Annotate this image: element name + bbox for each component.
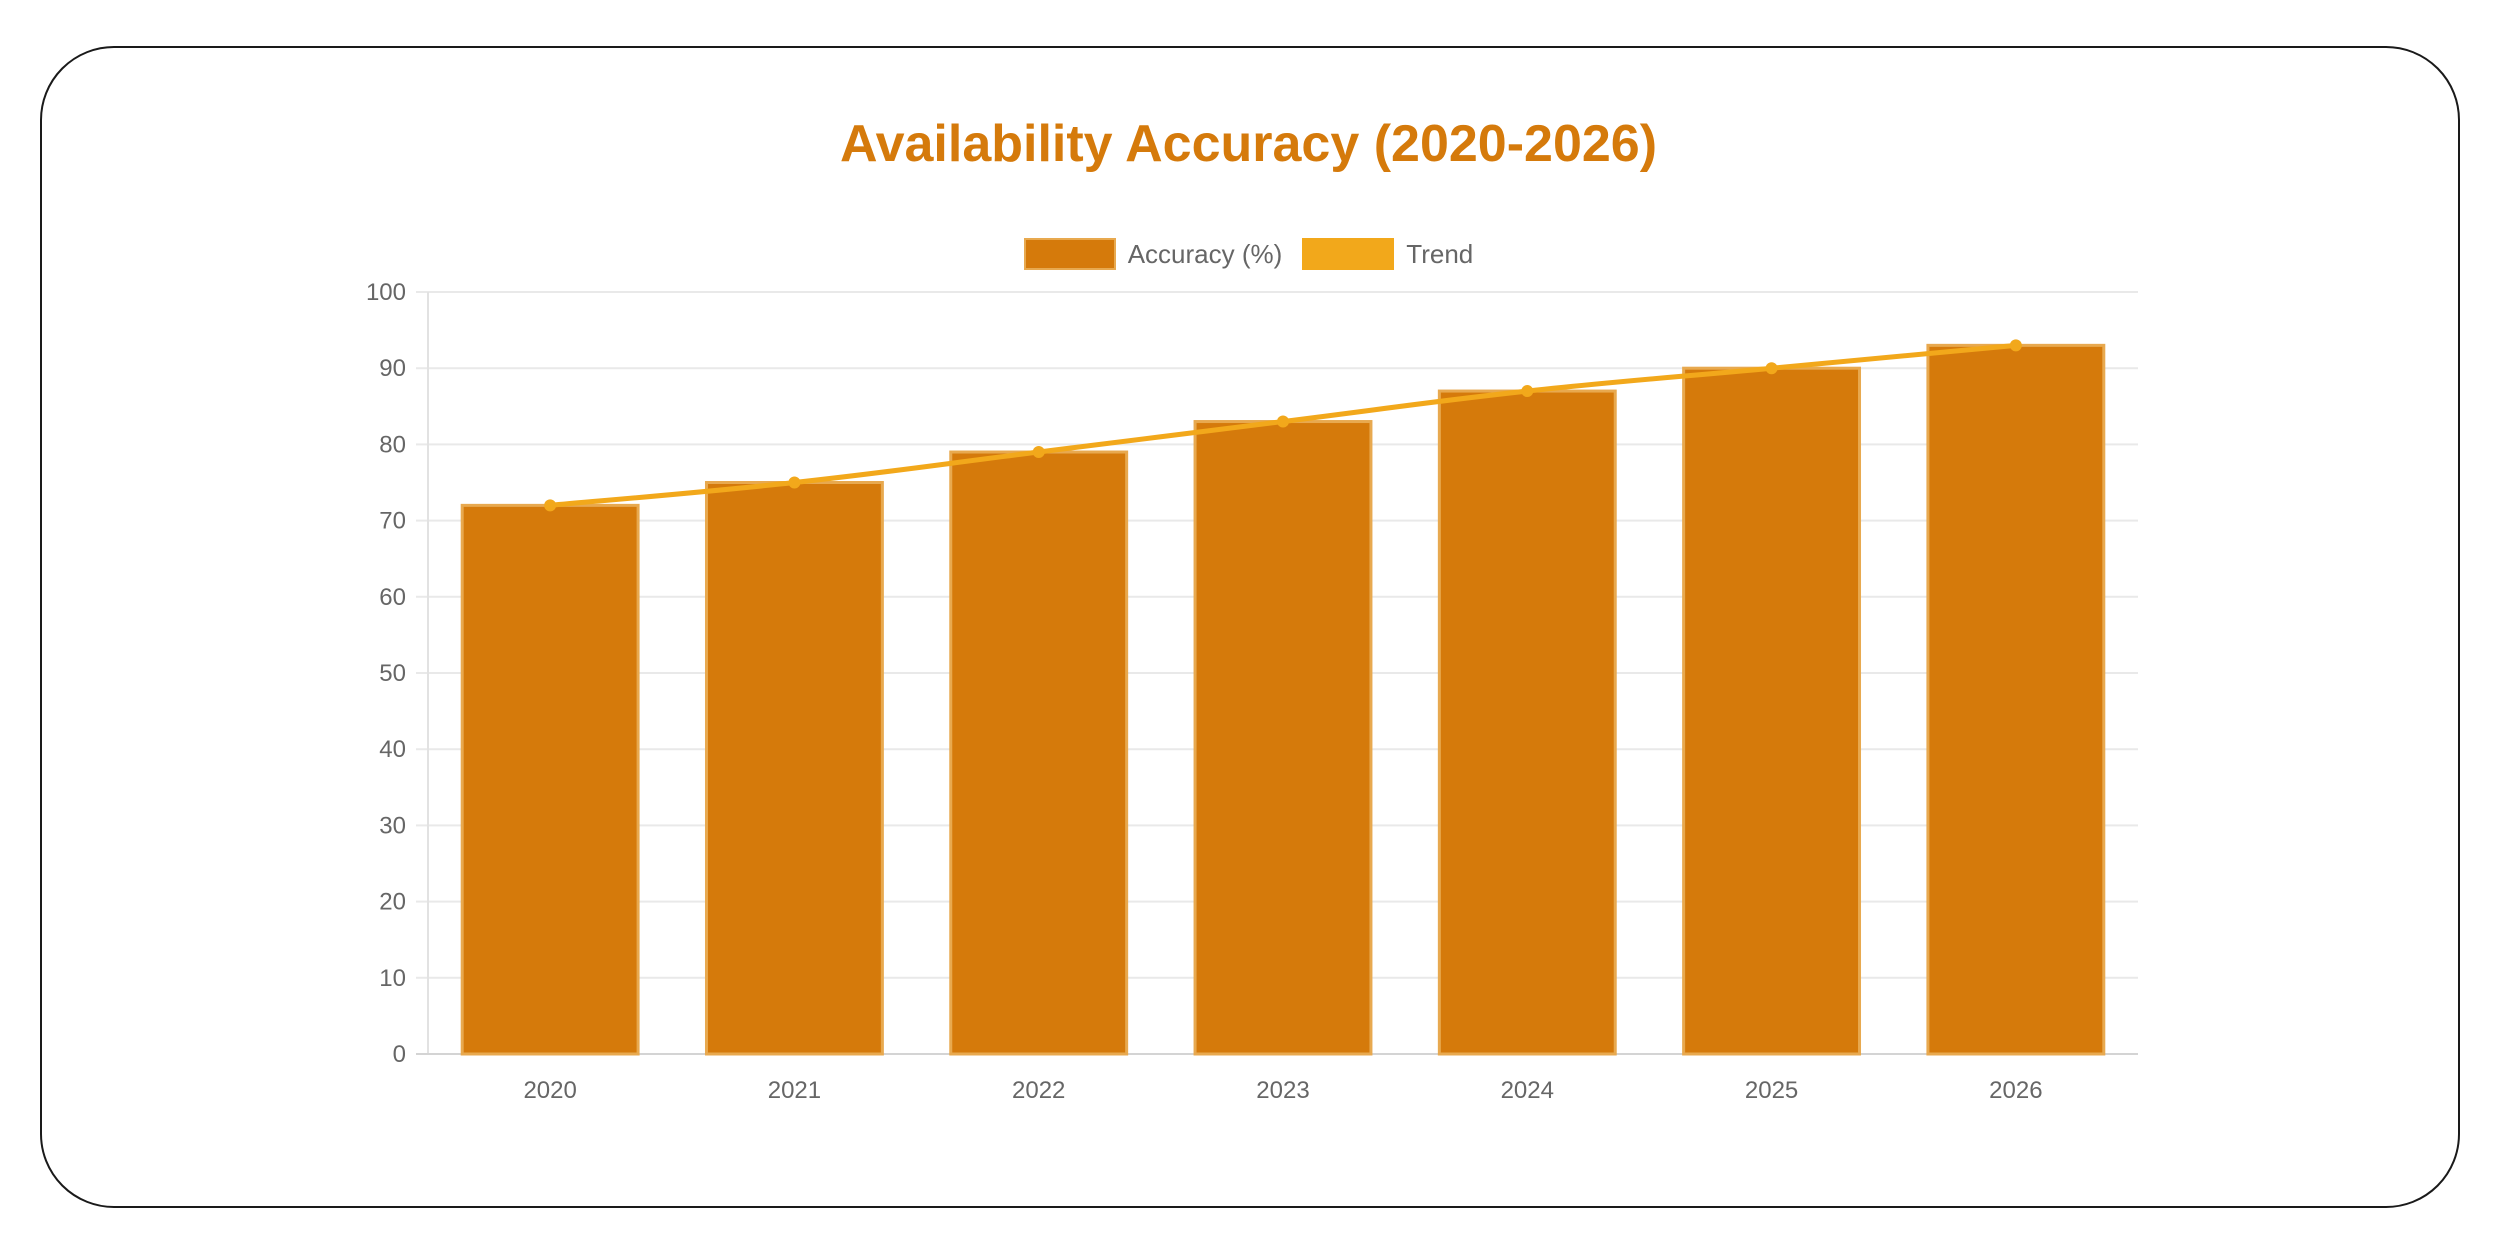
legend-label-trend: Trend xyxy=(1406,238,1474,269)
x-tick-label: 2022 xyxy=(1012,1077,1065,1104)
trend-point xyxy=(788,476,801,489)
trend-point xyxy=(1032,446,1045,459)
trend-points xyxy=(544,339,2022,512)
legend-item-accuracy[interactable]: Accuracy (%) xyxy=(1023,238,1283,270)
bar xyxy=(1193,420,1373,1056)
x-axis-ticks: 2020 2021 2022 2023 2024 2025 2026 xyxy=(523,1077,2042,1104)
x-tick-label: 2025 xyxy=(1745,1077,1798,1104)
y-tick-label: 100 xyxy=(366,279,406,306)
y-tick-label: 20 xyxy=(379,889,406,916)
x-tick-label: 2026 xyxy=(1989,1077,2042,1104)
bar xyxy=(1682,366,1862,1056)
y-axis-ticks: 0 10 20 30 40 50 60 70 80 90 100 xyxy=(366,279,406,1068)
y-tick-label: 40 xyxy=(379,736,406,763)
y-tick-label: 50 xyxy=(379,660,406,687)
bar xyxy=(1926,343,2106,1056)
bar xyxy=(704,481,884,1056)
trend-point xyxy=(1765,362,1778,375)
legend-swatch-trend xyxy=(1302,238,1395,270)
legend-swatch-accuracy xyxy=(1023,238,1116,270)
y-tick-label: 80 xyxy=(379,431,406,458)
legend-label-accuracy: Accuracy (%) xyxy=(1127,238,1283,269)
y-tick-label: 60 xyxy=(379,584,406,611)
chart-title: Availability Accuracy (2020-2026) xyxy=(839,115,1658,173)
y-tick-label: 90 xyxy=(379,355,406,382)
x-tick-label: 2021 xyxy=(768,1077,821,1104)
y-tick-label: 0 xyxy=(393,1041,406,1068)
x-tick-label: 2023 xyxy=(1256,1077,1309,1104)
trend-point xyxy=(1521,385,1534,398)
bars xyxy=(460,343,2106,1056)
bar xyxy=(1437,389,1617,1056)
y-tick-label: 10 xyxy=(379,965,406,992)
chart-legend: Accuracy (%) Trend xyxy=(0,236,2497,272)
x-tick-label: 2024 xyxy=(1501,1077,1554,1104)
trend-point xyxy=(1277,415,1289,428)
y-tick-label: 30 xyxy=(379,812,406,839)
x-tick-label: 2020 xyxy=(523,1077,576,1104)
bar xyxy=(460,503,640,1056)
bar xyxy=(949,450,1129,1056)
trend-point xyxy=(544,499,557,512)
y-tick-label: 70 xyxy=(379,508,406,535)
legend-item-trend[interactable]: Trend xyxy=(1302,238,1473,270)
trend-point xyxy=(2009,339,2022,352)
